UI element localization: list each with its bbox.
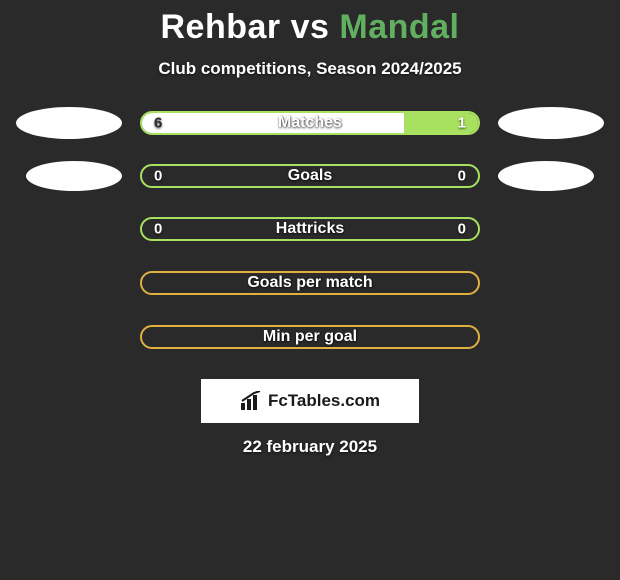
stats-list: 6 1 Matches 0 0 Goals 0 0 Hattricks Goals per mat… [0, 107, 620, 353]
stat-bar: 0 0 Goals [140, 164, 480, 188]
stat-value-right: 0 [458, 221, 466, 238]
stat-row: Min per goal [0, 321, 620, 353]
player1-name: Rehbar [161, 8, 281, 46]
comparison-card: Rehbar vs Mandal Club competitions, Seas… [0, 0, 620, 457]
stat-value-left: 6 [154, 115, 162, 132]
title-vs: vs [291, 8, 330, 46]
player1-badge [16, 107, 122, 139]
date: 22 february 2025 [0, 437, 620, 457]
stat-row: Goals per match [0, 267, 620, 299]
subtitle: Club competitions, Season 2024/2025 [0, 59, 620, 79]
title: Rehbar vs Mandal [0, 8, 620, 47]
bar-fill-right [404, 113, 478, 133]
stat-row: 0 0 Hattricks [0, 213, 620, 245]
stat-label: Min per goal [263, 328, 357, 346]
stat-value-left: 0 [154, 221, 162, 238]
stat-bar: Min per goal [140, 325, 480, 349]
brand-box[interactable]: FcTables.com [201, 379, 419, 423]
stat-value-right: 1 [458, 115, 466, 132]
brand-text: FcTables.com [268, 391, 380, 411]
stat-value-left: 0 [154, 168, 162, 185]
stat-label: Goals [288, 167, 332, 185]
stat-row: 6 1 Matches [0, 107, 620, 139]
stat-label: Matches [278, 114, 342, 132]
player2-badge [498, 107, 604, 139]
chart-icon [240, 391, 262, 411]
stat-bar: 0 0 Hattricks [140, 217, 480, 241]
stat-label: Goals per match [247, 274, 372, 292]
stat-bar: 6 1 Matches [140, 111, 480, 135]
player2-badge [498, 161, 594, 191]
bar-fill-left [142, 113, 404, 133]
stat-label: Hattricks [276, 220, 344, 238]
stat-row: 0 0 Goals [0, 161, 620, 191]
stat-value-right: 0 [458, 168, 466, 185]
player2-name: Mandal [339, 8, 459, 46]
stat-bar: Goals per match [140, 271, 480, 295]
player1-badge [26, 161, 122, 191]
